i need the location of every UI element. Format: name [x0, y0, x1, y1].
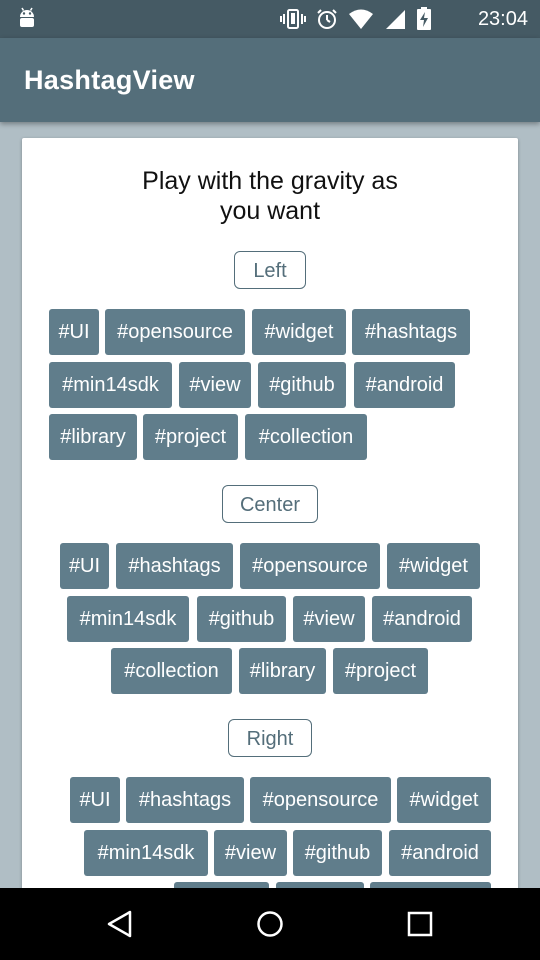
- gravity-right-button[interactable]: Right: [228, 719, 312, 757]
- wifi-icon: [349, 9, 373, 29]
- home-icon: [257, 911, 283, 937]
- hashtag-chip[interactable]: #library: [239, 648, 326, 694]
- hashtag-chip[interactable]: #hashtags: [352, 309, 470, 355]
- status-bar: 23:04: [0, 0, 540, 38]
- gravity-center-button[interactable]: Center: [222, 485, 318, 523]
- hashtag-chip[interactable]: #project: [143, 414, 238, 460]
- hashtag-chip[interactable]: #github: [197, 596, 286, 642]
- card-headline: Play with the gravity as you want: [22, 166, 518, 226]
- signal-icon: [386, 10, 405, 29]
- hashtag-chip[interactable]: #widget: [397, 777, 491, 823]
- hashtag-chip[interactable]: #project: [333, 648, 428, 694]
- hashtag-chip[interactable]: #collection: [111, 648, 232, 694]
- hashtag-chip[interactable]: #opensource: [240, 543, 380, 589]
- home-button[interactable]: [248, 902, 292, 946]
- hashtag-chip[interactable]: #min14sdk: [84, 830, 208, 876]
- headline-line-2: you want: [219, 197, 321, 225]
- status-icons: [280, 6, 432, 32]
- alarm-icon: [317, 9, 337, 29]
- hashtag-chip[interactable]: #min14sdk: [49, 362, 172, 408]
- hashtag-chip[interactable]: #view: [293, 596, 365, 642]
- hashtag-chip[interactable]: #android: [389, 830, 491, 876]
- hashtag-chip[interactable]: #library: [49, 414, 137, 460]
- hashtag-chip[interactable]: #github: [258, 362, 346, 408]
- hashtag-chip[interactable]: #UI: [60, 543, 109, 589]
- hashtag-chip[interactable]: #UI: [70, 777, 120, 823]
- gravity-left-button[interactable]: Left: [234, 251, 306, 289]
- hashtag-chip[interactable]: #widget: [252, 309, 346, 355]
- hashtag-card: Play with the gravity as you want Left #…: [22, 138, 518, 928]
- hashtag-chip[interactable]: #hashtags: [126, 777, 244, 823]
- hashtag-chip[interactable]: #opensource: [105, 309, 245, 355]
- hashtag-chip[interactable]: #view: [214, 830, 287, 876]
- navigation-bar: [0, 888, 540, 960]
- headline-line-1: Play with the gravity as: [142, 167, 398, 195]
- back-button[interactable]: [98, 902, 142, 946]
- hashtag-chip[interactable]: #github: [293, 830, 382, 876]
- hashtag-chip[interactable]: #opensource: [250, 777, 391, 823]
- hashtag-chip[interactable]: #collection: [245, 414, 367, 460]
- recents-button[interactable]: [398, 902, 442, 946]
- app-title: HashtagView: [24, 65, 195, 95]
- hashtag-chip[interactable]: #UI: [49, 309, 99, 355]
- battery-charging-icon: [417, 7, 431, 30]
- hashtag-chip[interactable]: #android: [372, 596, 472, 642]
- hashtag-chip[interactable]: #min14sdk: [67, 596, 189, 642]
- hashtag-chip[interactable]: #android: [354, 362, 455, 408]
- vibrate-icon: [280, 9, 306, 29]
- recents-icon: [407, 911, 433, 937]
- back-icon: [107, 910, 132, 938]
- app-bar: HashtagView: [0, 38, 540, 122]
- hashtag-chip[interactable]: #widget: [387, 543, 480, 589]
- hashtag-chip[interactable]: #hashtags: [116, 543, 233, 589]
- hashtag-chip[interactable]: #view: [179, 362, 251, 408]
- android-debug-icon: [20, 7, 34, 27]
- status-time: 23:04: [477, 8, 528, 30]
